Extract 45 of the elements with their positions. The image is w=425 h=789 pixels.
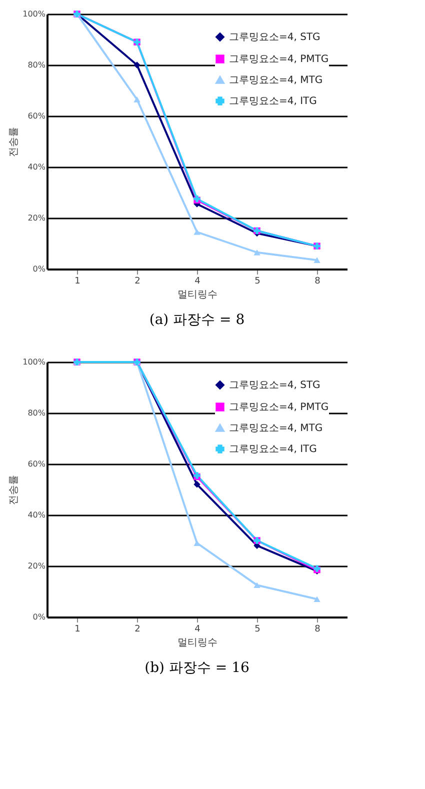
point bbox=[194, 540, 200, 546]
text: (b) 파장수 = 16 bbox=[144, 660, 250, 676]
y-tick-label: 20% bbox=[28, 214, 46, 222]
legend-label: 그루밍요소=4, ITG bbox=[229, 444, 317, 455]
y-tick-label: 80% bbox=[28, 60, 46, 70]
point bbox=[254, 582, 260, 588]
x-axis-title: 멀티링수 bbox=[178, 290, 218, 300]
legend-label: 그루밍요소=4, ITG bbox=[229, 96, 317, 107]
x-tick-label: 1 bbox=[74, 624, 80, 634]
x-tick-label: 8 bbox=[314, 624, 321, 634]
point bbox=[194, 229, 200, 235]
y-tick-label: 100% bbox=[22, 358, 46, 366]
legend-label: 그루밍요소=4, STG bbox=[229, 380, 320, 391]
point bbox=[134, 62, 140, 68]
point bbox=[254, 250, 260, 256]
point bbox=[134, 96, 140, 102]
point bbox=[314, 596, 320, 602]
legend-label: 그루밍요소=4, PMTG bbox=[229, 54, 329, 65]
text: (a) 파장수 = 8 bbox=[149, 312, 245, 328]
y-tick-label: 60% bbox=[28, 112, 46, 120]
y-tick-label: 80% bbox=[28, 408, 46, 418]
x-axis-title: 멀티링수 bbox=[178, 638, 218, 648]
x-tick-label: 8 bbox=[314, 276, 321, 286]
x-tick-label: 4 bbox=[194, 624, 201, 634]
x-tick-label: 5 bbox=[254, 276, 260, 286]
point bbox=[194, 481, 200, 488]
y-tick-label: 60% bbox=[28, 460, 46, 468]
point bbox=[314, 257, 320, 263]
y-tick-label: 40% bbox=[28, 162, 46, 172]
y-tick-label: 0% bbox=[32, 612, 46, 622]
legend-label: 그루밍요소=4, MTG bbox=[229, 423, 323, 434]
y-axis-title: 전송률 bbox=[8, 475, 20, 505]
y-tick-label: 0% bbox=[32, 264, 46, 274]
legend-label: 그루밍요소=4, STG bbox=[229, 32, 320, 43]
x-tick-label: 5 bbox=[254, 624, 260, 634]
y-axis-title: 전송률 bbox=[8, 127, 20, 157]
y-tick-label: 20% bbox=[28, 562, 46, 570]
x-tick-label: 2 bbox=[134, 624, 140, 634]
legend-label: 그루밍요소=4, MTG bbox=[229, 75, 323, 86]
y-tick-label: 40% bbox=[28, 510, 46, 520]
x-tick-label: 2 bbox=[134, 276, 140, 286]
x-tick-label: 4 bbox=[194, 276, 201, 286]
x-tick-label: 1 bbox=[74, 276, 80, 286]
y-tick-label: 100% bbox=[22, 10, 46, 18]
legend-label: 그루밍요소=4, PMTG bbox=[229, 402, 329, 413]
